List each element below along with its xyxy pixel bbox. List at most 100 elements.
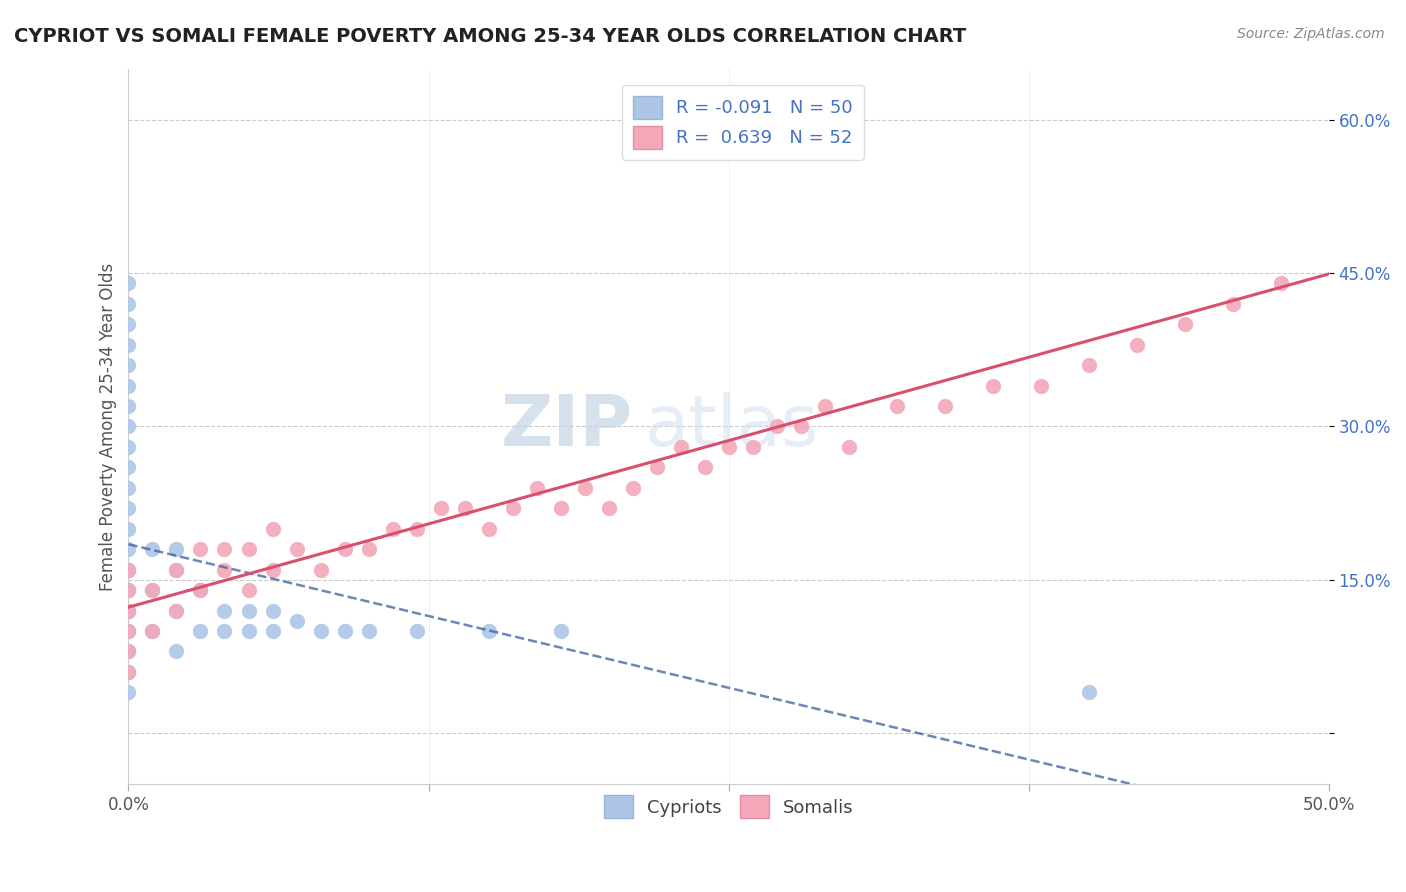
- Point: [262, 563, 284, 577]
- Point: [262, 603, 284, 617]
- Point: [117, 624, 139, 638]
- Point: [645, 460, 668, 475]
- Point: [117, 563, 139, 577]
- Point: [669, 440, 692, 454]
- Point: [214, 542, 236, 557]
- Point: [550, 624, 572, 638]
- Point: [166, 563, 188, 577]
- Point: [117, 358, 139, 372]
- Point: [117, 542, 139, 557]
- Point: [262, 522, 284, 536]
- Point: [117, 419, 139, 434]
- Point: [117, 563, 139, 577]
- Point: [238, 603, 260, 617]
- Point: [477, 624, 499, 638]
- Point: [333, 542, 356, 557]
- Point: [934, 399, 956, 413]
- Point: [981, 378, 1004, 392]
- Point: [357, 542, 380, 557]
- Point: [285, 542, 308, 557]
- Point: [117, 399, 139, 413]
- Point: [526, 481, 548, 495]
- Point: [117, 624, 139, 638]
- Point: [574, 481, 596, 495]
- Point: [238, 624, 260, 638]
- Point: [117, 481, 139, 495]
- Point: [117, 665, 139, 679]
- Point: [765, 419, 787, 434]
- Point: [309, 563, 332, 577]
- Point: [166, 563, 188, 577]
- Point: [117, 297, 139, 311]
- Point: [190, 583, 212, 598]
- Point: [141, 624, 163, 638]
- Point: [117, 685, 139, 699]
- Point: [550, 501, 572, 516]
- Text: ZIP: ZIP: [501, 392, 633, 461]
- Point: [117, 317, 139, 331]
- Point: [238, 583, 260, 598]
- Point: [190, 624, 212, 638]
- Point: [405, 522, 427, 536]
- Y-axis label: Female Poverty Among 25-34 Year Olds: Female Poverty Among 25-34 Year Olds: [100, 262, 117, 591]
- Point: [141, 624, 163, 638]
- Point: [1174, 317, 1197, 331]
- Point: [117, 583, 139, 598]
- Point: [621, 481, 644, 495]
- Point: [502, 501, 524, 516]
- Point: [117, 440, 139, 454]
- Point: [117, 583, 139, 598]
- Point: [141, 542, 163, 557]
- Point: [741, 440, 763, 454]
- Point: [117, 378, 139, 392]
- Point: [405, 624, 427, 638]
- Point: [166, 603, 188, 617]
- Point: [117, 583, 139, 598]
- Point: [285, 614, 308, 628]
- Point: [117, 665, 139, 679]
- Point: [117, 624, 139, 638]
- Point: [477, 522, 499, 536]
- Point: [814, 399, 837, 413]
- Point: [117, 665, 139, 679]
- Point: [333, 624, 356, 638]
- Text: CYPRIOT VS SOMALI FEMALE POVERTY AMONG 25-34 YEAR OLDS CORRELATION CHART: CYPRIOT VS SOMALI FEMALE POVERTY AMONG 2…: [14, 27, 966, 45]
- Point: [117, 644, 139, 658]
- Point: [166, 542, 188, 557]
- Point: [1029, 378, 1052, 392]
- Point: [1077, 685, 1099, 699]
- Point: [357, 624, 380, 638]
- Point: [166, 603, 188, 617]
- Point: [789, 419, 811, 434]
- Point: [886, 399, 908, 413]
- Text: Source: ZipAtlas.com: Source: ZipAtlas.com: [1237, 27, 1385, 41]
- Point: [598, 501, 620, 516]
- Point: [214, 624, 236, 638]
- Legend: Cypriots, Somalis: Cypriots, Somalis: [596, 788, 860, 825]
- Point: [214, 563, 236, 577]
- Point: [1270, 277, 1292, 291]
- Point: [1125, 337, 1147, 351]
- Point: [117, 522, 139, 536]
- Point: [190, 542, 212, 557]
- Point: [453, 501, 475, 516]
- Point: [838, 112, 860, 127]
- Point: [117, 501, 139, 516]
- Point: [117, 277, 139, 291]
- Point: [117, 563, 139, 577]
- Point: [214, 603, 236, 617]
- Point: [693, 460, 716, 475]
- Point: [117, 337, 139, 351]
- Point: [1077, 358, 1099, 372]
- Point: [309, 624, 332, 638]
- Point: [190, 583, 212, 598]
- Point: [117, 603, 139, 617]
- Point: [838, 440, 860, 454]
- Text: atlas: atlas: [644, 392, 818, 461]
- Point: [429, 501, 451, 516]
- Point: [166, 644, 188, 658]
- Point: [117, 603, 139, 617]
- Point: [238, 542, 260, 557]
- Point: [141, 583, 163, 598]
- Point: [117, 603, 139, 617]
